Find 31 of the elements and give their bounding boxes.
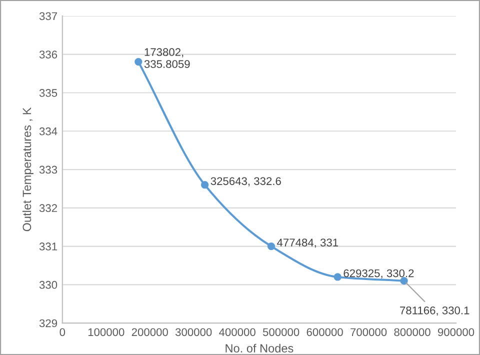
y-tick-label: 335: [39, 89, 58, 97]
y-tick-label: 329: [39, 319, 58, 328]
x-tick-label: 300000: [175, 328, 212, 336]
point: [400, 277, 408, 285]
x-tick-label: 700000: [350, 328, 387, 336]
x-axis-title: No. of Nodes: [226, 344, 294, 352]
y-tick-label: 337: [39, 12, 57, 20]
x-tick-label: 400000: [219, 328, 256, 336]
data-label: 173802, 335.8059: [144, 48, 190, 68]
point: [134, 58, 142, 66]
x-tick-label: 800000: [394, 328, 430, 336]
x-tick-label: 900000: [438, 328, 474, 336]
point: [267, 242, 276, 250]
y-tick-label: 333: [39, 166, 58, 174]
data-label: 477484, 331: [277, 238, 338, 248]
x-tick-label: 600000: [306, 328, 343, 336]
data-label: 781166, 330.1: [400, 306, 470, 316]
data-label: 629325, 330.2: [344, 269, 414, 279]
y-axis-title: Outlet Temperatures , K: [22, 107, 34, 232]
point: [200, 181, 209, 189]
x-tick-label: 500000: [262, 328, 300, 336]
x-tick-label: 100000: [88, 328, 124, 336]
y-tick-label: 331: [39, 242, 57, 250]
y-tick-label: 332: [39, 204, 57, 212]
y-tick-label: 336: [39, 50, 58, 58]
x-tick-label: 0: [60, 328, 66, 336]
data-label: 325643, 332.6: [210, 177, 281, 186]
x-tick-label: 200000: [132, 328, 168, 336]
y-tick-label: 334: [39, 127, 58, 136]
point: [334, 273, 342, 281]
y-tick-label: 330: [39, 280, 58, 289]
